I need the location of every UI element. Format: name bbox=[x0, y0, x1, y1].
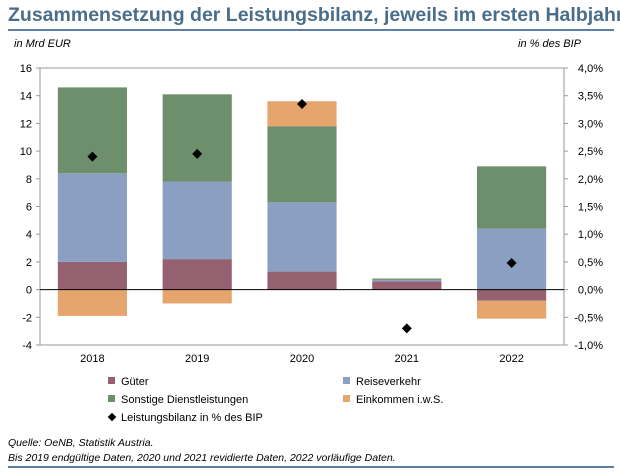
bar-2018-series-1 bbox=[57, 173, 127, 262]
y2-tick-label: 0,5% bbox=[578, 257, 603, 269]
y-tick-label: -4 bbox=[22, 340, 32, 352]
y-tick-label: -2 bbox=[22, 312, 32, 324]
title-divider bbox=[8, 29, 614, 31]
legend-item-leistungsbilanz: Leistungsbilanz in % des BIP bbox=[107, 412, 263, 424]
marker-2022 bbox=[506, 258, 517, 269]
legend-item-dienstleistungen: Sonstige Dienstleistungen bbox=[108, 394, 248, 406]
source-note: Quelle: OeNB, Statistik Austria. bbox=[8, 437, 154, 449]
legend-label-einkommen: Einkommen i.w.S. bbox=[356, 394, 444, 406]
legend-marker-diamond bbox=[107, 412, 117, 422]
legend-label-reiseverkehr: Reiseverkehr bbox=[356, 376, 421, 388]
marker-2021 bbox=[401, 323, 412, 334]
y-tick-label: 10 bbox=[20, 146, 32, 158]
y2-tick-label: 1,0% bbox=[578, 229, 603, 241]
bar-2021-series-2 bbox=[372, 278, 442, 280]
y2-tick-label: 3,5% bbox=[578, 91, 603, 103]
bar-2022-series-2 bbox=[477, 166, 547, 229]
bar-2019-series-0 bbox=[162, 259, 232, 290]
bar-2021-series-0 bbox=[372, 281, 442, 290]
legend-label-leistungsbilanz: Leistungsbilanz in % des BIP bbox=[121, 412, 263, 424]
bar-2018-series-3 bbox=[57, 289, 127, 316]
bar-2020-series-0 bbox=[267, 271, 337, 290]
bar-2018-series-0 bbox=[57, 261, 127, 290]
chart-title: Zusammensetzung der Leistungsbilanz, jew… bbox=[8, 4, 620, 26]
y-tick-label: 16 bbox=[20, 63, 32, 75]
legend-swatch-dienstleistungen bbox=[108, 395, 115, 402]
y-tick-label: 14 bbox=[20, 91, 32, 103]
y2-tick-label: 0,0% bbox=[578, 285, 603, 297]
y2-tick-label: -1,0% bbox=[574, 340, 603, 352]
legend-swatch-einkommen bbox=[343, 395, 350, 402]
y2-tick-label: 2,0% bbox=[578, 174, 603, 186]
x-tick-label: 2021 bbox=[395, 353, 419, 365]
bar-2022-series-3 bbox=[477, 300, 547, 319]
legend-swatch-reiseverkehr bbox=[343, 377, 350, 384]
legend-item-gueter: Güter bbox=[108, 376, 149, 388]
marker-2019 bbox=[192, 148, 203, 159]
x-tick-label: 2022 bbox=[499, 353, 523, 365]
y2-tick-label: 4,0% bbox=[578, 63, 603, 75]
y2-tick-label: -0,5% bbox=[574, 312, 603, 324]
bar-2019-series-2 bbox=[162, 94, 232, 182]
legend-swatch-gueter bbox=[108, 377, 115, 384]
legend-item-einkommen: Einkommen i.w.S. bbox=[343, 394, 443, 406]
y-tick-label: 2 bbox=[26, 257, 32, 269]
y-tick-label: 4 bbox=[26, 229, 32, 241]
y-tick-label: 6 bbox=[26, 202, 32, 214]
bar-2019-series-1 bbox=[162, 181, 232, 260]
y2-tick-label: 3,0% bbox=[578, 118, 603, 130]
y2-tick-label: 1,5% bbox=[578, 202, 603, 214]
y-tick-label: 12 bbox=[20, 118, 32, 130]
bar-2021-series-1 bbox=[372, 279, 442, 282]
bar-2019-series-3 bbox=[162, 289, 232, 304]
data-note: Bis 2019 endgültige Daten, 2020 und 2021… bbox=[8, 452, 396, 464]
x-tick-label: 2020 bbox=[290, 353, 314, 365]
chart-plot: -4 -2 0 2 4 6 8 10 12 14 16 -1,0% -0,5% 0,0% 0,5% 1,0% 1… bbox=[20, 63, 603, 365]
right-axis-unit: in % des BIP bbox=[518, 38, 581, 50]
legend-item-reiseverkehr: Reiseverkehr bbox=[343, 376, 421, 388]
left-axis-unit: in Mrd EUR bbox=[14, 38, 71, 50]
bar-2020-series-1 bbox=[267, 202, 337, 272]
y-tick-label: 8 bbox=[26, 174, 32, 186]
x-tick-label: 2019 bbox=[185, 353, 209, 365]
marker-2020 bbox=[297, 99, 307, 110]
bottom-divider bbox=[8, 466, 614, 468]
legend-label-dienstleistungen: Sonstige Dienstleistungen bbox=[121, 394, 249, 406]
bar-2020-series-2 bbox=[267, 126, 337, 203]
legend-label-gueter: Güter bbox=[121, 376, 149, 388]
x-tick-label: 2018 bbox=[80, 353, 104, 365]
bar-2022-series-0 bbox=[477, 289, 547, 301]
y2-tick-label: 2,5% bbox=[578, 146, 603, 158]
marker-2018 bbox=[87, 151, 98, 162]
y-tick-label: 0 bbox=[26, 285, 32, 297]
